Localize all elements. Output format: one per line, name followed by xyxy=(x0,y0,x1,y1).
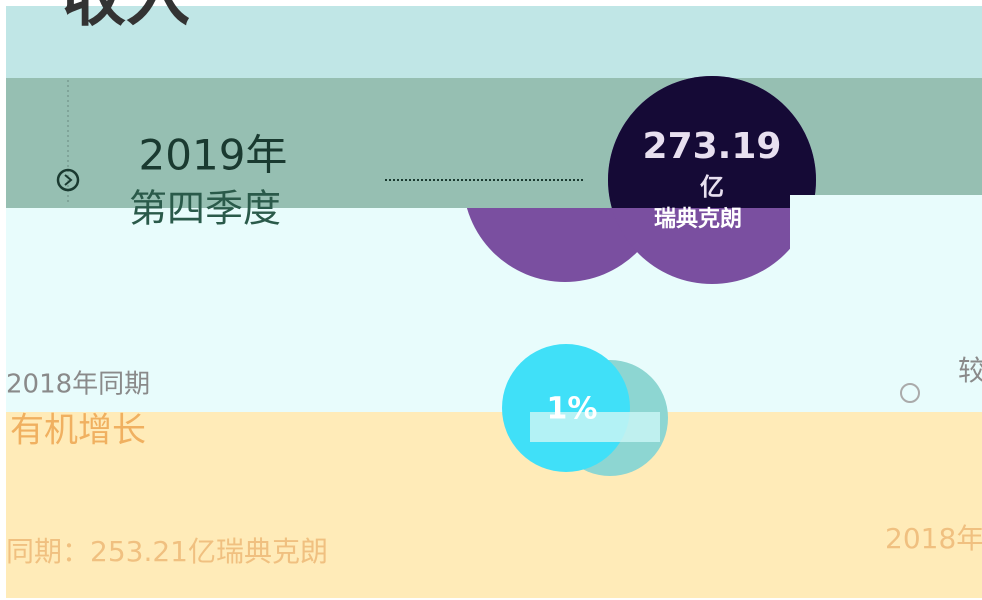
value-circle xyxy=(608,76,816,208)
title: 收入 xyxy=(62,0,190,36)
purple-circle xyxy=(466,208,664,282)
glitch-patch xyxy=(790,195,982,267)
growth-label: 有机增长 xyxy=(10,411,146,451)
prior-year: 2018年 xyxy=(885,522,982,555)
compare-dot xyxy=(900,383,920,403)
band-green xyxy=(6,78,982,208)
quarter: 第四季度 xyxy=(129,187,281,231)
compare-prefix: 较 xyxy=(958,354,982,387)
band-top xyxy=(6,6,982,78)
main-currency: 瑞典克朗 xyxy=(654,206,742,232)
growth-period: 2018年同期 xyxy=(6,370,150,400)
glitch-strip xyxy=(530,412,660,442)
main-value: 273.19 xyxy=(643,126,782,167)
band-yellow xyxy=(6,412,982,598)
timeline-dot xyxy=(56,168,80,192)
year: 2019年 xyxy=(139,131,288,180)
growth-value: 1% xyxy=(547,392,598,427)
main-unit: 亿 xyxy=(700,173,724,201)
prior-value: 同期：253.21亿瑞典克朗 xyxy=(6,535,328,568)
timeline-arrow xyxy=(64,174,73,186)
